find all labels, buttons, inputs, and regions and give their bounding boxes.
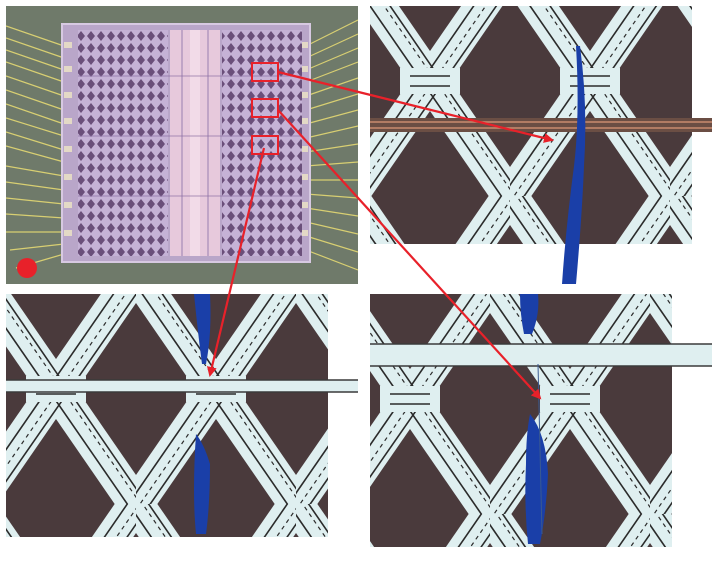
horizontal-bus bbox=[6, 380, 358, 392]
crack-defect bbox=[562, 46, 586, 284]
chip-overview-panel bbox=[6, 6, 358, 284]
zoom-image-3 bbox=[6, 294, 358, 537]
crack-defect-lower bbox=[194, 434, 210, 534]
zoom-image-1 bbox=[370, 6, 712, 284]
crack-defect-upper bbox=[194, 294, 211, 364]
zoom-panel-top-right bbox=[370, 6, 712, 284]
crack-defect-lower bbox=[525, 414, 548, 544]
zoom-image-2 bbox=[370, 294, 712, 547]
marker-dot bbox=[17, 258, 37, 278]
cell-array-left bbox=[78, 30, 168, 256]
zoom-panel-bottom-left bbox=[6, 294, 358, 557]
bond-wires-left bbox=[6, 25, 65, 269]
horizontal-bus bbox=[370, 344, 712, 366]
horizontal-bus bbox=[370, 118, 712, 132]
zoom-panel-bottom-right bbox=[370, 294, 712, 557]
chip-overview-image bbox=[6, 6, 358, 284]
